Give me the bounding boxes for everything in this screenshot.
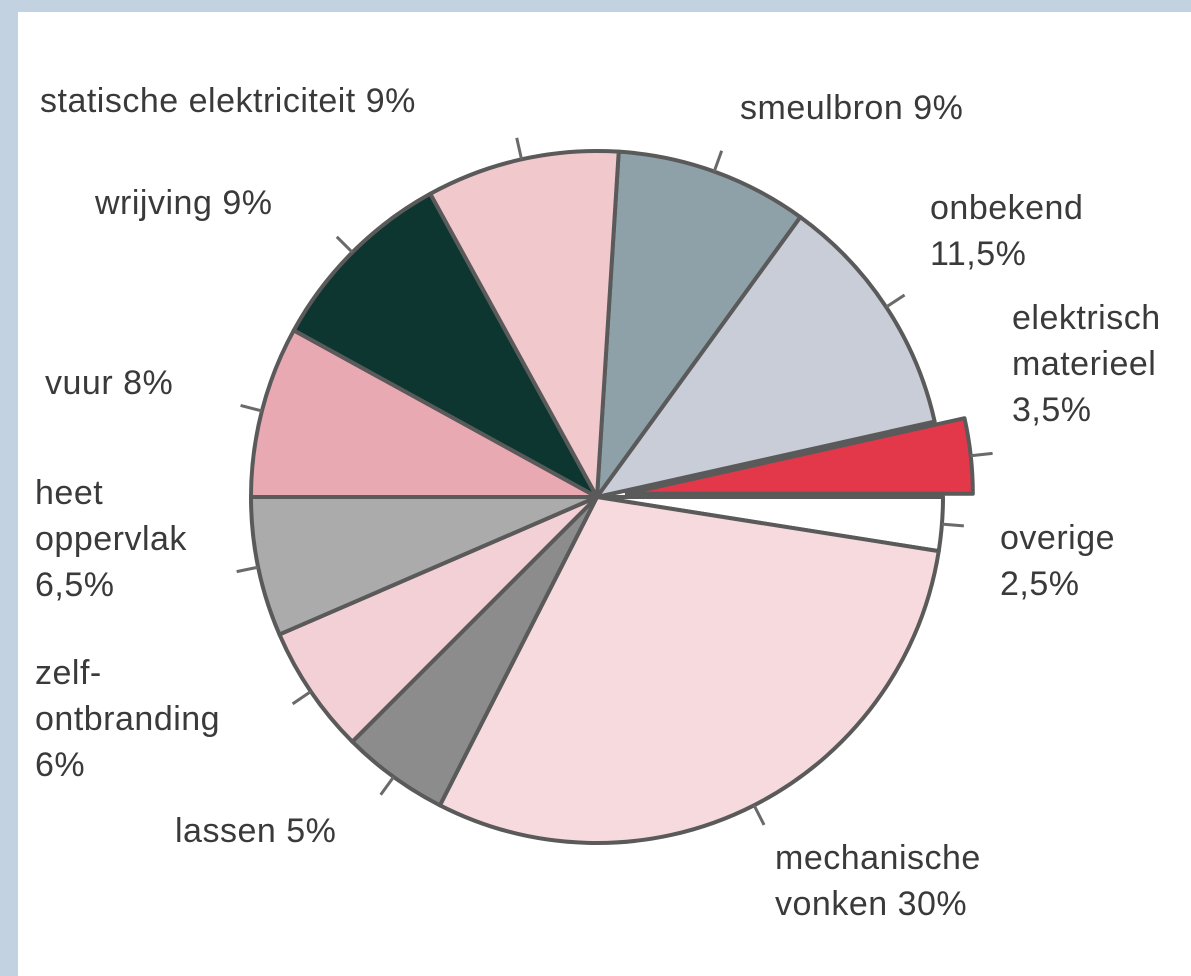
value-label: 2,5% — [1000, 565, 1080, 603]
value-label: 9% — [913, 89, 964, 127]
slice-label: overige 2,5% — [1000, 515, 1170, 607]
slice-label: smeulbron 9% — [740, 85, 1140, 131]
leader-line — [941, 522, 964, 528]
slice-label: heet oppervlak 6,5% — [35, 470, 235, 608]
slice-label: wrijving 9% — [95, 180, 395, 226]
value-label: 8% — [123, 364, 174, 402]
value-label: 3,5% — [1012, 391, 1092, 429]
leader-line — [712, 150, 724, 172]
category-label: smeulbron — [740, 89, 904, 127]
category-label: overige — [1000, 519, 1116, 557]
pie-slice — [595, 149, 803, 499]
leader-line — [291, 690, 312, 706]
leader-line — [885, 293, 906, 309]
pie-slice — [437, 495, 941, 845]
value-label: 9% — [222, 184, 273, 222]
leader-line — [335, 235, 354, 254]
leader-line — [752, 804, 766, 826]
category-label: statische elektriciteit — [40, 82, 356, 120]
slice-label: statische elektriciteit 9% — [40, 78, 560, 124]
value-label: 6% — [35, 746, 86, 784]
pie-slice — [595, 215, 937, 499]
category-label: elektrisch materieel — [1012, 299, 1161, 383]
category-label: mechanische vonken — [775, 839, 981, 923]
slice-label: lassen 5% — [175, 808, 475, 854]
slice-label: onbekend 11,5% — [930, 185, 1100, 277]
category-label: zelf-ontbranding — [35, 654, 221, 738]
leader-line — [970, 451, 993, 458]
leader-line — [236, 565, 259, 574]
category-label: heet oppervlak — [35, 474, 187, 558]
slice-label: elektrisch materieel 3,5% — [1012, 295, 1187, 433]
pie-slice — [277, 495, 599, 744]
category-label: vuur — [45, 364, 114, 402]
slice-label: zelf-ontbranding 6% — [35, 650, 260, 788]
slice-label: vuur 8% — [45, 360, 345, 406]
leader-line — [379, 776, 395, 796]
category-label: onbekend — [930, 189, 1084, 227]
value-label: 9% — [365, 82, 416, 120]
leader-line — [240, 404, 263, 413]
value-label: 11,5% — [930, 235, 1027, 273]
value-label: 6,5% — [35, 566, 115, 604]
slice-label: mechanische vonken 30% — [775, 835, 1045, 927]
pie-slice — [428, 149, 621, 499]
category-label: lassen — [175, 812, 277, 850]
leader-line — [515, 137, 523, 160]
pie-slice — [249, 495, 599, 637]
pie-slice — [624, 416, 975, 496]
pie-slice — [291, 191, 599, 499]
value-label: 5% — [286, 812, 337, 850]
category-label: wrijving — [95, 184, 213, 222]
value-label: 30% — [897, 885, 968, 923]
